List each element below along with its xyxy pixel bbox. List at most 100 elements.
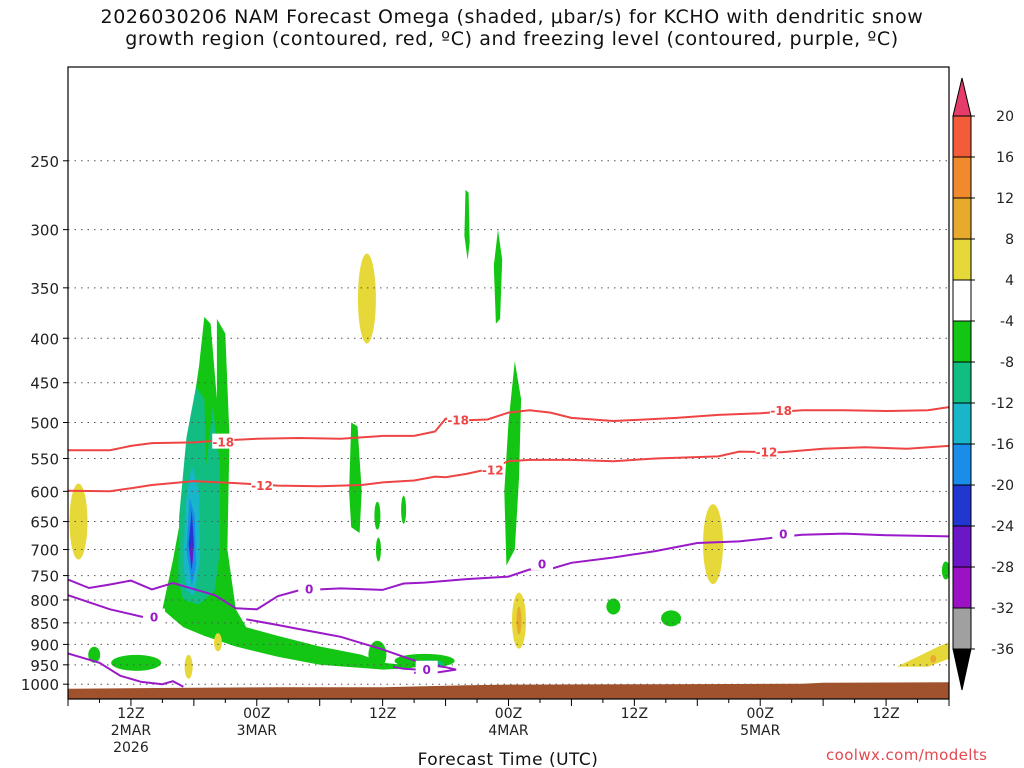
- omega-region-upper-green-2: [493, 229, 503, 324]
- colorbar-swatch: [952, 402, 972, 445]
- colorbar-swatch: [952, 115, 972, 158]
- omega-region-yellow-5: [184, 654, 193, 679]
- y-tick-label-1000: 1000: [21, 676, 59, 694]
- chart-title: 2026030206 NAM Forecast Omega (shaded, μ…: [0, 6, 1024, 50]
- colorbar-swatch: [952, 238, 972, 281]
- colorbar-label: 12: [996, 191, 1014, 207]
- x-tick-label: 12Z: [369, 706, 396, 722]
- colorbar-label: -12: [991, 396, 1014, 412]
- omega-shading: [69, 189, 949, 679]
- omega-region-main-green: [162, 316, 415, 670]
- y-tick-label-450: 450: [30, 375, 59, 393]
- freezing-level-contour: [68, 532, 949, 611]
- colorbar-label: -16: [991, 437, 1014, 453]
- dgz-label-minus12-3-bg: [755, 443, 778, 459]
- colorbar-label: -28: [991, 560, 1014, 576]
- omega-region-low-green-1: [111, 654, 162, 671]
- x-tick-label: 5MAR: [740, 723, 781, 739]
- omega-region-orange-1: [516, 606, 522, 635]
- y-tick-label-700: 700: [30, 542, 59, 560]
- contour-lines: -18 -18 -18 -12 -12 -12 0 0 0 0 0: [68, 402, 949, 688]
- freezing-label-4-bg: [772, 525, 795, 541]
- y-tick-label-600: 600: [30, 483, 59, 501]
- freezing-label-5: 0: [423, 663, 431, 677]
- colorbar-swatch: [952, 361, 972, 404]
- colorbar-legend: 20 16 12 8 4 -4 -8 -12 -16 -20 -24 -28 -32 -36: [952, 77, 1014, 691]
- y-tick-label-900: 900: [30, 636, 59, 654]
- x-tick-label: 00Z: [747, 706, 774, 722]
- x-tick-label: 12Z: [621, 706, 648, 722]
- omega-region-yellow-1: [69, 483, 88, 560]
- x-tick-label: 3MAR: [237, 723, 278, 739]
- y-tick-label-650: 650: [30, 514, 59, 532]
- omega-region-small-green-6: [941, 561, 949, 580]
- omega-region-yellow-2: [357, 253, 376, 344]
- omega-region-small-green-2: [401, 495, 407, 524]
- colorbar-swatch: [952, 156, 972, 199]
- omega-region-small-green-4: [606, 598, 621, 615]
- omega-region-yellow-4: [213, 633, 222, 652]
- x-tick-label: 00Z: [495, 706, 522, 722]
- freezing-label-2: 0: [305, 582, 313, 596]
- x-tick-label: 2MAR: [111, 723, 152, 739]
- chart-title-line-1: 2026030206 NAM Forecast Omega (shaded, μ…: [100, 6, 924, 28]
- x-tick-label: 2026: [113, 740, 149, 756]
- colorbar-swatch: [952, 443, 972, 486]
- x-tick-label: 00Z: [243, 706, 270, 722]
- colorbar-label: -4: [1000, 314, 1014, 330]
- colorbar-swatch: [952, 525, 972, 568]
- colorbar-swatch: [952, 320, 972, 363]
- omega-region-orange-2: [930, 654, 937, 663]
- dgz-label-minus12-3: -12: [756, 446, 778, 460]
- freezing-label-1-bg: [143, 608, 166, 624]
- freezing-label-2-bg: [298, 580, 321, 596]
- freezing-label-1: 0: [150, 611, 158, 625]
- colorbar-label: -8: [1000, 355, 1014, 371]
- omega-region-upper-green-1: [464, 189, 470, 260]
- colorbar-bottom-arrow: [952, 648, 972, 691]
- y-tick-label-550: 550: [30, 450, 59, 468]
- colorbar-swatch: [952, 566, 972, 609]
- colorbar-label: 8: [1005, 232, 1014, 248]
- colorbar-label: 16: [996, 150, 1014, 166]
- omega-region-small-green-1: [374, 501, 381, 530]
- omega-region-midday-green: [349, 422, 362, 533]
- freezing-label-4: 0: [779, 528, 787, 542]
- freezing-level-contour-4: [246, 618, 457, 674]
- y-tick-label-850: 850: [30, 615, 59, 633]
- omega-region-low-green-5: [368, 640, 387, 669]
- y-tick-label-750: 750: [30, 568, 59, 586]
- y-tick-label-350: 350: [30, 280, 59, 298]
- freezing-label-3: 0: [538, 557, 546, 571]
- x-axis-label: Forecast Time (UTC): [418, 750, 599, 768]
- dgz-label-minus18-2: -18: [447, 413, 469, 427]
- omega-region-small-green-3: [375, 537, 381, 562]
- colorbar-label: 20: [996, 109, 1014, 125]
- omega-region-small-green-5: [661, 610, 682, 627]
- y-axis: 250 300 350 400 450 500 550 600 650 700 750 800 850 9…: [21, 153, 68, 694]
- y-tick-label-300: 300: [30, 222, 59, 240]
- colorbar-label: -32: [991, 601, 1014, 617]
- dgz-label-minus12-1-bg: [251, 476, 274, 492]
- colorbar-label: -20: [991, 478, 1014, 494]
- y-tick-label-250: 250: [30, 153, 59, 171]
- colorbar-swatch: [952, 279, 972, 322]
- colorbar-top-arrow: [952, 77, 972, 117]
- dgz-label-minus12-2: -12: [482, 463, 504, 477]
- omega-region-yellow-3: [703, 504, 724, 585]
- colorbar-swatch: [952, 607, 972, 650]
- chart-title-line-2: growth region (contoured, red, ºC) and f…: [125, 28, 899, 50]
- dgz-label-minus12-1: -12: [251, 479, 273, 493]
- dgz-label-minus18-1: -18: [212, 436, 234, 450]
- freezing-label-5-bg: [415, 660, 438, 676]
- x-tick-label: 12Z: [117, 706, 144, 722]
- freezing-label-3-bg: [531, 555, 554, 571]
- dgz-label-minus18-2-bg: [447, 411, 470, 427]
- x-tick-label: 12Z: [872, 706, 899, 722]
- omega-region-main-purple: [189, 538, 193, 568]
- colorbar-label: -36: [991, 642, 1014, 658]
- dgz-label-minus18-3: -18: [770, 404, 792, 418]
- credit-text: coolwx.com/modelts: [826, 746, 988, 764]
